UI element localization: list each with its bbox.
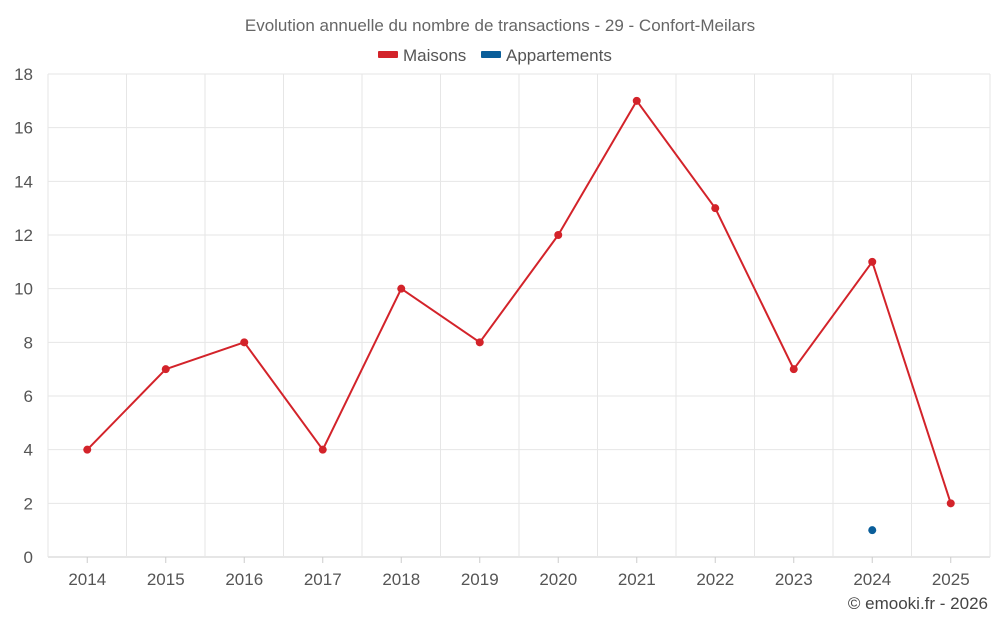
chart-title: Evolution annuelle du nombre de transact… xyxy=(245,16,755,35)
series-maisons xyxy=(83,96,955,508)
x-tick-label: 2024 xyxy=(853,570,891,589)
x-tick-label: 2015 xyxy=(147,570,185,589)
data-point-maisons-2020[interactable] xyxy=(554,231,563,239)
legend: Maisons Appartements xyxy=(378,46,612,65)
y-tick-label: 14 xyxy=(14,172,33,191)
x-tick-label: 2016 xyxy=(225,570,263,589)
data-point-maisons-2024[interactable] xyxy=(868,257,877,266)
legend-swatch-maisons xyxy=(378,51,398,58)
y-tick-label: 10 xyxy=(14,280,33,299)
data-point-appartements-2024[interactable] xyxy=(868,526,877,535)
axes: 0 2 4 6 8 10 12 14 16 18 2014 2015 2016 2017 2018 2019 2… xyxy=(14,65,970,589)
legend-item-maisons[interactable]: Maisons xyxy=(378,46,466,65)
y-tick-label: 2 xyxy=(24,494,33,513)
x-tick-label: 2019 xyxy=(461,570,499,589)
x-tick-label: 2018 xyxy=(382,570,420,589)
legend-item-appartements[interactable]: Appartements xyxy=(481,46,612,65)
series xyxy=(83,96,955,535)
x-tick-label: 2017 xyxy=(304,570,342,589)
x-tick-label: 2022 xyxy=(696,570,734,589)
legend-swatch-appartements xyxy=(481,51,501,58)
legend-label-appartements: Appartements xyxy=(506,46,612,65)
series-line-maisons xyxy=(86,99,952,504)
footer-credit: © emooki.fr - 2026 xyxy=(848,594,988,613)
series-appartements xyxy=(868,526,877,535)
x-tick-label: 2023 xyxy=(775,570,813,589)
y-tick-label: 4 xyxy=(24,441,33,460)
grid xyxy=(47,73,991,558)
x-tick-label: 2021 xyxy=(618,570,656,589)
y-tick-label: 18 xyxy=(14,65,33,84)
data-point-maisons-2014[interactable] xyxy=(83,445,92,454)
y-tick-label: 16 xyxy=(14,119,33,138)
y-tick-label: 6 xyxy=(24,387,33,406)
y-tick-label: 12 xyxy=(14,226,33,245)
data-point-maisons-2016[interactable] xyxy=(240,338,249,347)
x-tick-label: 2025 xyxy=(932,570,970,589)
data-point-maisons-2025[interactable] xyxy=(946,499,955,508)
data-point-maisons-2021[interactable] xyxy=(632,96,641,105)
data-point-maisons-2019[interactable] xyxy=(475,338,484,347)
data-point-maisons-2023[interactable] xyxy=(789,365,798,374)
data-point-maisons-2017[interactable] xyxy=(318,445,327,454)
y-tick-label: 0 xyxy=(24,548,33,567)
data-point-maisons-2015[interactable] xyxy=(161,365,170,374)
data-point-maisons-2022[interactable] xyxy=(711,204,720,213)
data-point-maisons-2018[interactable] xyxy=(397,284,406,293)
x-tick-label: 2020 xyxy=(539,570,577,589)
y-tick-label: 8 xyxy=(24,333,33,352)
legend-label-maisons: Maisons xyxy=(403,46,466,65)
x-tick-label: 2014 xyxy=(68,570,106,589)
